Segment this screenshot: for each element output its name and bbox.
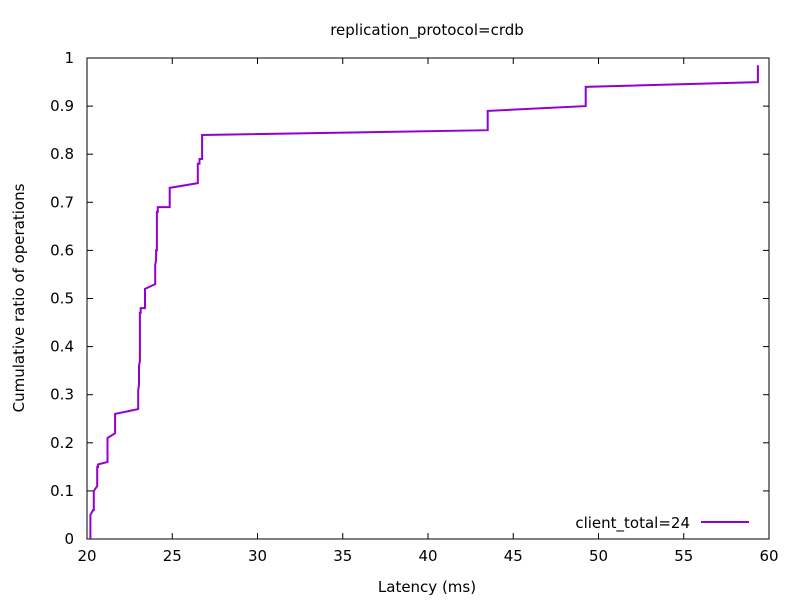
x-tick-label: 50 [589, 547, 608, 565]
y-tick-label: 0.1 [50, 482, 74, 500]
y-axis: 0 0.1 0.2 0.3 0.4 0.5 0.6 0.7 0.8 0.9 1 [50, 49, 769, 548]
legend-label-client-total: client_total=24 [575, 514, 690, 533]
y-tick-label: 1 [64, 49, 74, 67]
x-tick-label: 45 [504, 547, 523, 565]
y-tick-label: 0.9 [50, 97, 74, 115]
series-layer [89, 65, 759, 539]
x-tick-label: 55 [674, 547, 693, 565]
x-tick-label: 35 [333, 547, 352, 565]
plot-area [86, 57, 770, 540]
y-tick-label: 0.2 [50, 434, 74, 452]
y-tick-label: 0 [64, 530, 74, 548]
y-tick-label: 0.5 [50, 290, 74, 308]
plot-border [86, 57, 770, 540]
y-axis-label: Cumulative ratio of operations [10, 183, 28, 412]
y-tick-label: 0.3 [50, 386, 74, 404]
x-tick-label: 60 [759, 547, 778, 565]
x-tick-label: 20 [77, 547, 96, 565]
series-line-client-total [89, 65, 759, 539]
chart-title: replication_protocol=crdb [330, 21, 524, 40]
y-tick-label: 0.4 [50, 338, 74, 356]
x-axis: 20 25 30 35 40 45 50 55 60 [77, 58, 779, 565]
x-tick-label: 30 [248, 547, 267, 565]
x-axis-label: Latency (ms) [378, 578, 476, 596]
y-tick-label: 0.7 [50, 193, 74, 211]
y-tick-label: 0.6 [50, 241, 74, 259]
x-tick-label: 25 [163, 547, 182, 565]
y-tick-label: 0.8 [50, 145, 74, 163]
x-tick-label: 40 [418, 547, 437, 565]
legend: client_total=24 [575, 514, 749, 533]
